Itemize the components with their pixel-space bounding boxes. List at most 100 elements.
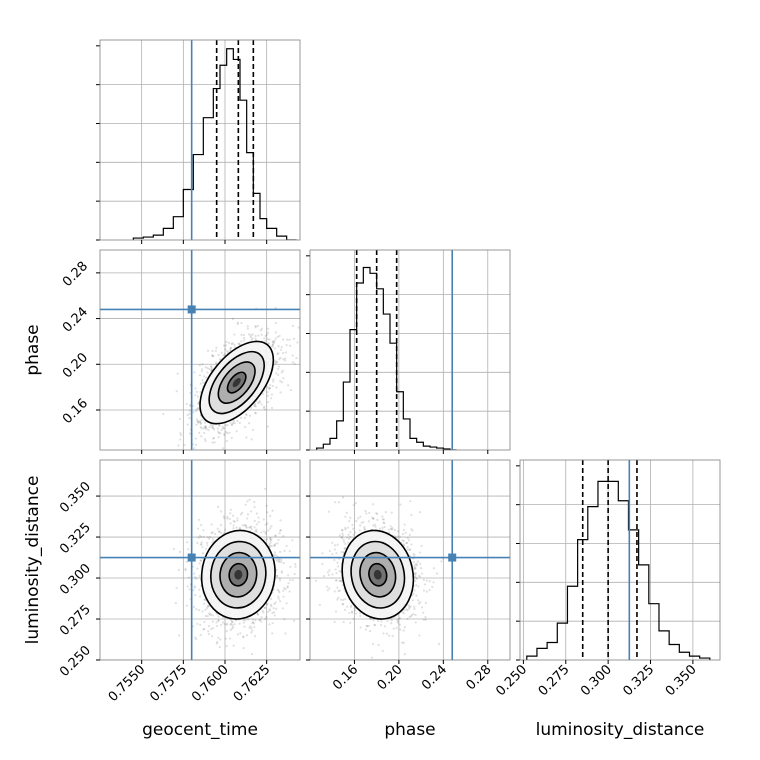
sample-point bbox=[232, 420, 235, 423]
contour-line-2 bbox=[359, 551, 397, 598]
sample-point bbox=[235, 430, 238, 433]
sample-point bbox=[334, 568, 337, 571]
sample-point bbox=[203, 602, 206, 605]
sample-point bbox=[217, 436, 220, 439]
sample-point bbox=[219, 432, 222, 435]
sample-point bbox=[246, 517, 249, 520]
sample-point bbox=[265, 333, 268, 336]
sample-point bbox=[266, 603, 269, 606]
sample-point bbox=[342, 602, 345, 606]
sample-point bbox=[406, 548, 409, 551]
sample-point bbox=[381, 526, 384, 530]
sample-point bbox=[386, 619, 389, 622]
sample-point bbox=[440, 560, 443, 563]
sample-point bbox=[200, 427, 203, 430]
sample-point bbox=[383, 522, 386, 525]
sample-point bbox=[180, 455, 182, 457]
sample-point bbox=[211, 355, 214, 358]
sample-point bbox=[355, 519, 358, 523]
sample-point bbox=[178, 634, 181, 637]
sample-point bbox=[352, 504, 355, 507]
hist-panel-luminosity_distance bbox=[516, 459, 721, 661]
sample-point bbox=[359, 515, 362, 518]
sample-point bbox=[196, 567, 199, 570]
sample-point bbox=[341, 532, 344, 535]
sample-point bbox=[254, 325, 257, 328]
sample-point bbox=[231, 423, 234, 426]
sample-point bbox=[266, 391, 269, 394]
sample-point bbox=[246, 500, 249, 503]
sample-point bbox=[249, 625, 252, 628]
sample-point bbox=[278, 559, 281, 562]
sample-point bbox=[399, 628, 402, 631]
sample-point bbox=[291, 354, 294, 357]
contour-line-3 bbox=[228, 562, 249, 587]
sample-point bbox=[363, 527, 366, 530]
sample-point bbox=[201, 368, 204, 371]
sample-point bbox=[381, 649, 384, 652]
sample-point bbox=[238, 622, 241, 625]
sample-point bbox=[229, 522, 232, 525]
sample-point bbox=[194, 409, 198, 413]
sample-point bbox=[346, 605, 349, 608]
sample-point bbox=[376, 518, 379, 521]
sample-point bbox=[225, 430, 228, 434]
sample-point bbox=[264, 538, 267, 541]
sample-point bbox=[322, 575, 326, 578]
sample-point bbox=[274, 534, 277, 537]
sample-point bbox=[277, 558, 280, 561]
sample-point bbox=[408, 607, 411, 610]
sample-point bbox=[405, 541, 409, 544]
sample-point bbox=[253, 635, 257, 638]
sample-point bbox=[359, 614, 362, 617]
sample-point bbox=[236, 321, 239, 324]
sample-point bbox=[390, 511, 393, 514]
sample-point bbox=[415, 584, 418, 587]
sample-point bbox=[363, 526, 366, 529]
sample-point bbox=[291, 579, 294, 582]
sample-point bbox=[249, 526, 252, 529]
sample-point bbox=[275, 372, 278, 375]
sample-point bbox=[220, 351, 223, 354]
sample-point bbox=[244, 425, 247, 429]
sample-point bbox=[413, 566, 417, 570]
sample-point bbox=[195, 608, 198, 611]
sample-point bbox=[260, 333, 263, 336]
sample-point bbox=[269, 537, 272, 540]
sample-point bbox=[194, 636, 197, 639]
sample-point bbox=[405, 542, 408, 545]
sample-point bbox=[226, 515, 229, 519]
sample-point bbox=[282, 534, 285, 538]
sample-point bbox=[254, 530, 257, 533]
geocent_time_x-ticklabel-0: 0.7550 bbox=[106, 662, 149, 705]
sample-point bbox=[200, 422, 203, 425]
sample-point bbox=[277, 538, 280, 542]
sample-point bbox=[401, 539, 404, 542]
sample-point bbox=[221, 447, 225, 450]
sample-point bbox=[349, 516, 352, 519]
sample-point bbox=[250, 631, 253, 634]
panel-frame bbox=[309, 249, 511, 451]
sample-point bbox=[236, 322, 239, 325]
sample-point bbox=[276, 575, 279, 578]
sample-point bbox=[414, 613, 417, 617]
hist-steps-phase bbox=[316, 266, 457, 450]
sample-point bbox=[264, 606, 267, 610]
sample-point bbox=[279, 380, 282, 383]
hist-steps-luminosity_distance bbox=[526, 480, 711, 660]
sample-point bbox=[184, 567, 187, 571]
sample-point bbox=[210, 452, 212, 454]
sample-point bbox=[276, 542, 279, 545]
sample-point bbox=[237, 342, 240, 345]
sample-point bbox=[372, 524, 375, 527]
sample-point bbox=[408, 548, 411, 552]
sample-point bbox=[196, 622, 199, 625]
sample-point bbox=[211, 531, 214, 534]
sample-point bbox=[254, 402, 257, 405]
sample-point bbox=[189, 404, 192, 407]
sample-point bbox=[200, 418, 204, 421]
sample-point bbox=[388, 634, 391, 637]
sample-point bbox=[211, 620, 214, 623]
sample-point bbox=[422, 589, 426, 592]
sample-point bbox=[413, 607, 416, 611]
